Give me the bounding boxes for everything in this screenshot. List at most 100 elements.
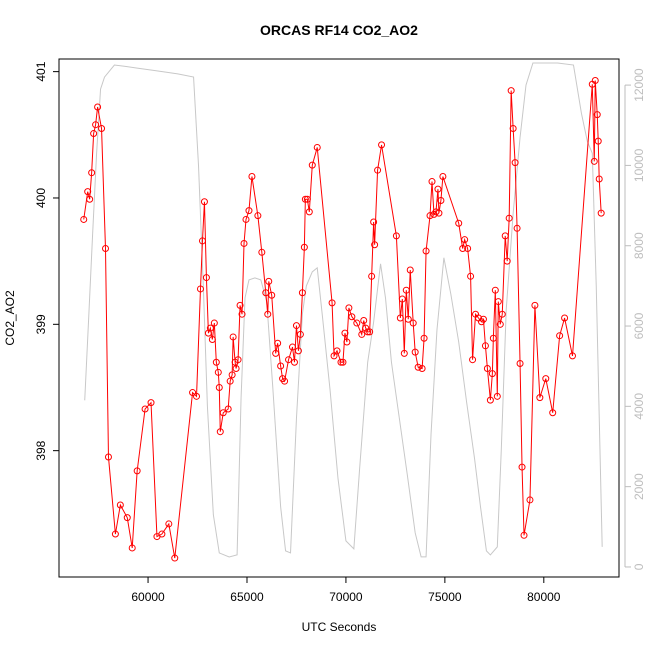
series-left-point (398, 295, 406, 303)
series-right-line (84, 62, 603, 558)
series-left-point (196, 285, 204, 293)
series-left-point (133, 467, 141, 475)
series-left-point (496, 320, 504, 328)
series-left-point (141, 405, 149, 413)
series-left-point (561, 314, 569, 322)
series-left-point (590, 157, 598, 165)
series-left-point (214, 368, 222, 376)
series-left-point (511, 159, 519, 167)
series-left-point (147, 399, 155, 407)
series-left-point (226, 377, 234, 385)
series-left-point (238, 310, 246, 318)
series-left-point (264, 310, 272, 318)
series-left-point (308, 161, 316, 169)
series-left-point (378, 141, 386, 149)
series-left-point (343, 338, 351, 346)
series-left-point (360, 317, 368, 325)
series-left-point (268, 291, 276, 299)
series-left-point (200, 198, 208, 206)
series-left-point (305, 208, 313, 216)
series-left-point (364, 328, 372, 336)
series-left-point (353, 319, 361, 327)
x-axis: 60000 65000 70000 75000 80000 (131, 577, 561, 604)
series-left-point (92, 121, 100, 129)
series-left-point (298, 289, 306, 297)
x-tick-label: 65000 (230, 590, 264, 604)
y2-tick-label: 6000 (632, 312, 646, 339)
series-left-point (254, 212, 262, 220)
series-left-point (303, 195, 311, 203)
series-left-point (345, 304, 353, 312)
series-left-point (501, 232, 509, 240)
series-left-point (481, 342, 489, 350)
series-left-point (333, 347, 341, 355)
series-left-point (374, 166, 382, 174)
series-left-point (339, 358, 347, 366)
series-left-point (488, 370, 496, 378)
series-left-point (428, 178, 436, 186)
series-left-point (593, 111, 601, 119)
series-left-point (228, 371, 236, 379)
series-left-point (272, 349, 280, 357)
series-left-point (486, 396, 494, 404)
series-left-point (98, 124, 106, 132)
series-left-point (370, 218, 378, 226)
series-left-point (245, 207, 253, 215)
series-left-point (459, 245, 467, 253)
y2-tick-label: 8000 (632, 232, 646, 259)
series-left-point (328, 299, 336, 307)
series-left-point (366, 328, 374, 336)
series-left-point (526, 496, 534, 504)
series-left-point (165, 520, 173, 528)
series-left-point (513, 224, 521, 232)
series-left-point (229, 333, 237, 341)
series-left-point (341, 329, 349, 337)
series-left-point (236, 301, 244, 309)
series-left-point (509, 124, 517, 132)
series-left-point (455, 219, 463, 227)
series-left-point (285, 356, 293, 364)
series-left-point (193, 392, 201, 400)
series-left-point (94, 103, 102, 111)
series-left-point (402, 286, 410, 294)
series-left-point (358, 330, 366, 338)
series-left-point (281, 377, 289, 385)
series-left-point (531, 301, 539, 309)
y-tick-label: 399 (34, 314, 48, 334)
series-left-point (536, 394, 544, 402)
series-left-point (556, 332, 564, 340)
series-left-point (300, 243, 308, 251)
series-left-point (86, 195, 94, 203)
series-left-point (301, 195, 309, 203)
series-left-point (464, 245, 472, 253)
series-left-point (493, 392, 501, 400)
series-left-point (90, 130, 98, 138)
series-left-point (296, 330, 304, 338)
series-left-point (290, 358, 298, 366)
series-left-point (288, 343, 296, 351)
series-left-point (337, 358, 345, 366)
series-left-point (507, 87, 515, 95)
series-left-point (489, 334, 497, 342)
series-left-point (219, 409, 227, 417)
series-left-point (262, 289, 270, 297)
series-left-point (594, 137, 602, 145)
series-left-point (206, 324, 214, 332)
series-left-point (88, 169, 96, 177)
series-left-point (232, 365, 240, 373)
series-left-point (212, 358, 220, 366)
series-left-point (368, 272, 376, 280)
series-left-point (248, 172, 256, 180)
series-left-point (123, 514, 131, 522)
series-left-point (277, 362, 285, 370)
series-left-point (418, 365, 426, 373)
series-left-point (591, 76, 599, 84)
series-left-point (494, 298, 502, 306)
series-left-point (411, 348, 419, 356)
series-left-point (111, 530, 119, 538)
y2-tick-label: 4000 (632, 393, 646, 420)
series-left-point (568, 352, 576, 360)
series-left-point (516, 359, 524, 367)
series-left-point (158, 530, 166, 538)
plot-frame (58, 58, 620, 578)
